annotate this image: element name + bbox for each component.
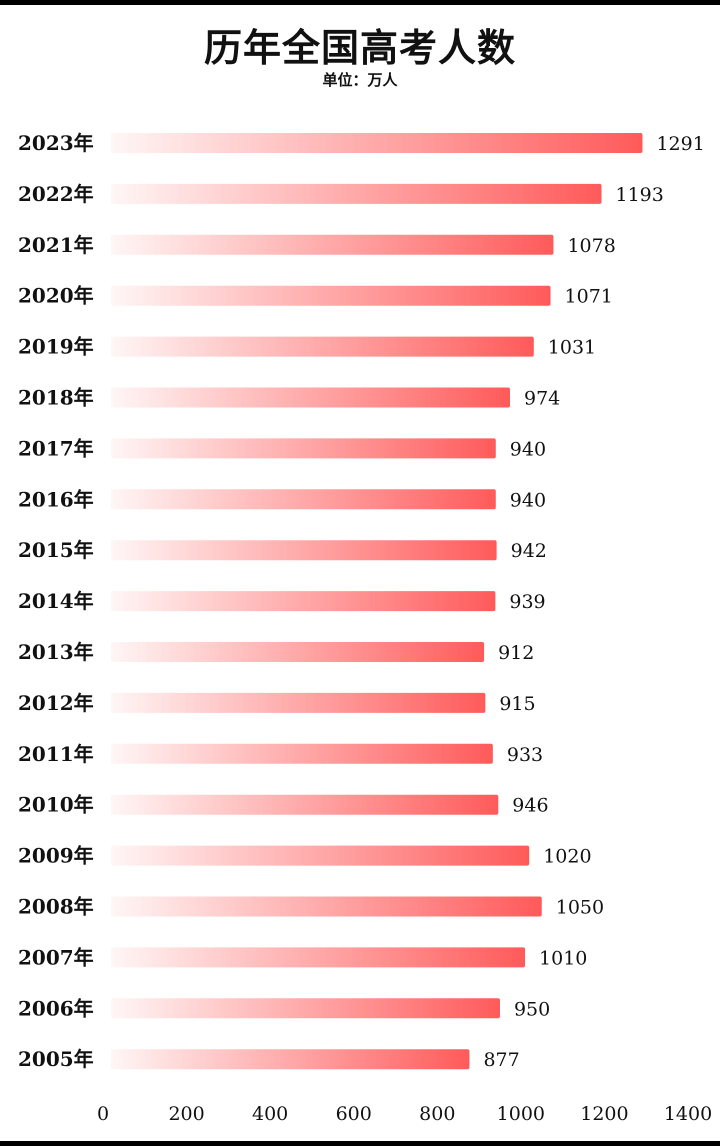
x-tick-label: 1000 [497,1103,545,1125]
category-label: 2023年 [18,131,94,155]
category-label: 2006年 [18,996,94,1020]
category-label: 2011年 [18,742,94,766]
value-label: 915 [499,693,535,715]
value-label: 950 [514,998,550,1020]
labels-layer: 2023年 1291 2022年 1193 2021年 1078 2020年 1071 2019… [18,131,705,1071]
bar [111,743,493,764]
value-label: 974 [524,388,560,410]
x-axis: 0 200 400 600 800 1000 1200 1400 [97,1103,712,1125]
bar [111,183,602,204]
category-label: 2008年 [18,895,94,919]
value-label: 940 [510,438,546,460]
bar-chart: 2023年 1291 2022年 1193 2021年 1078 2020年 1071 2019… [18,131,712,1125]
category-label: 2022年 [18,182,94,206]
category-label: 2016年 [18,487,94,511]
category-label: 2015年 [18,538,94,562]
bar [111,591,496,612]
bar [111,285,551,306]
x-tick-label: 400 [252,1103,288,1125]
bar [111,642,485,662]
value-label: 1031 [548,337,596,359]
bar [111,1049,470,1070]
category-label: 2018年 [18,386,94,410]
category-label: 2019年 [18,335,94,359]
bar [111,794,499,815]
category-label: 2007年 [18,945,94,969]
value-label: 1078 [567,235,615,257]
bar [111,234,554,255]
bar [111,540,497,561]
x-tick-label: 200 [168,1103,204,1125]
value-label: 1291 [656,133,704,155]
category-label: 2013年 [18,640,94,664]
bar [111,489,496,510]
category-label: 2017年 [18,436,94,460]
value-label: 1010 [539,947,587,969]
value-label: 1071 [565,286,613,308]
bars-layer [111,133,643,1070]
x-tick-label: 800 [419,1103,455,1125]
value-label: 912 [498,642,534,664]
bar [111,845,530,866]
bar [111,387,510,408]
category-label: 2012年 [18,691,94,715]
value-label: 933 [507,744,543,766]
value-label: 942 [511,540,547,562]
x-tick-label: 1400 [664,1103,712,1125]
bar [111,336,534,357]
category-label: 2009年 [18,844,94,868]
bar [111,896,542,917]
value-label: 939 [509,591,545,613]
value-label: 1193 [616,184,664,206]
category-label: 2014年 [18,589,94,613]
x-tick-label: 600 [336,1103,372,1125]
bar [111,438,496,459]
category-label: 2010年 [18,793,94,817]
chart-frame: 历年全国高考人数 单位：万人 2023年 1291 2022年 1193 2021年 10… [0,5,720,1141]
category-label: 2020年 [18,284,94,308]
bar [111,998,500,1019]
category-label: 2021年 [18,233,94,257]
value-label: 1020 [543,846,591,868]
value-label: 1050 [556,897,604,919]
chart-title: 历年全国高考人数 [203,26,516,70]
x-tick-label: 0 [97,1103,109,1125]
x-tick-label: 1200 [580,1103,628,1125]
value-label: 877 [483,1049,519,1071]
bar [111,692,486,713]
bar [111,947,526,968]
value-label: 940 [510,489,546,511]
value-label: 946 [512,795,548,817]
chart-subtitle: 单位：万人 [322,71,398,89]
bar [111,133,643,153]
category-label: 2005年 [18,1047,94,1071]
